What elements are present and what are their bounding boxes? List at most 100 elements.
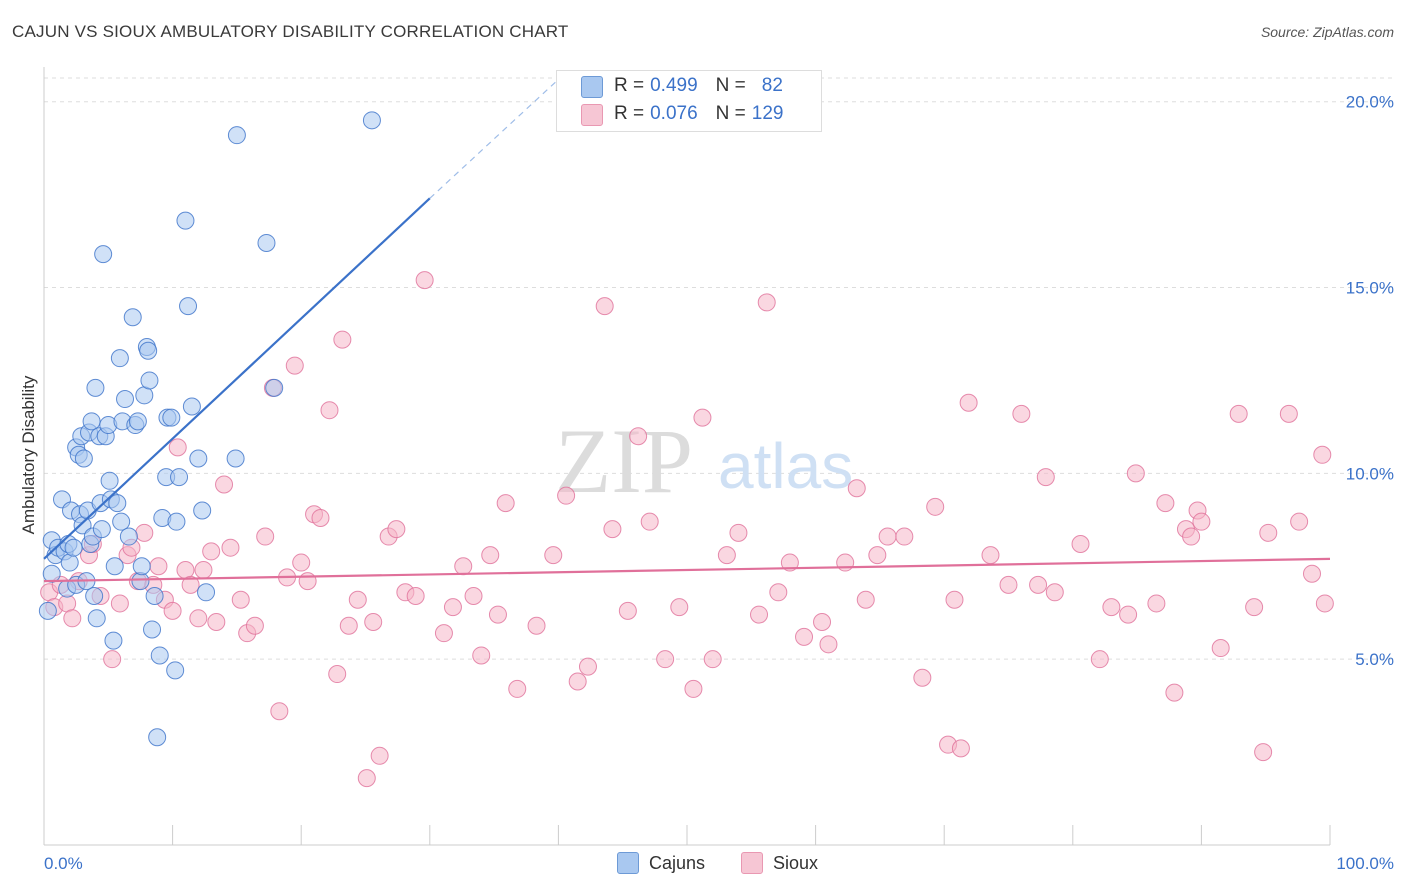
cajuns-point xyxy=(64,538,83,557)
n-label: N = xyxy=(715,103,746,124)
sioux-point xyxy=(454,557,473,576)
cajuns-point xyxy=(182,397,201,416)
sioux-point xyxy=(769,583,788,602)
cajuns-point xyxy=(197,583,216,602)
sioux-point xyxy=(270,702,289,721)
sioux-point xyxy=(847,479,866,498)
sioux-point xyxy=(215,475,234,494)
cajuns-point xyxy=(257,233,276,252)
sioux-point xyxy=(813,613,832,632)
sioux-point xyxy=(640,512,659,531)
cajuns-point xyxy=(362,111,381,130)
sioux-point xyxy=(135,523,154,542)
legend-item-sioux: Sioux xyxy=(741,852,818,874)
cajuns-point xyxy=(227,126,246,145)
cajuns-point xyxy=(167,512,186,531)
cajuns-point xyxy=(104,631,123,650)
sioux-swatch xyxy=(581,104,603,126)
sioux-point xyxy=(595,297,614,316)
sioux-point xyxy=(189,609,208,628)
sioux-point xyxy=(1290,512,1309,531)
sioux-trendline xyxy=(43,557,1331,583)
cajuns-point xyxy=(166,661,185,680)
sioux-point xyxy=(406,587,425,606)
sioux-point xyxy=(951,739,970,758)
sioux-point xyxy=(1229,404,1248,423)
cajuns-point xyxy=(86,378,105,397)
cajuns-point xyxy=(74,449,93,468)
cajuns-trendline-extension xyxy=(429,78,559,199)
sioux-point xyxy=(913,668,932,687)
cajuns-point xyxy=(226,449,245,468)
y-axis-label: Ambulatory Disability xyxy=(19,375,38,534)
sioux-point xyxy=(194,560,213,579)
cajuns-point xyxy=(162,408,181,427)
cajuns-point xyxy=(170,468,189,487)
sioux-point xyxy=(1071,534,1090,553)
sioux-point xyxy=(434,624,453,643)
cajuns-trendline xyxy=(43,197,431,560)
sioux-point xyxy=(508,679,527,698)
sioux-point xyxy=(999,575,1018,594)
sioux-point xyxy=(544,546,563,565)
cajuns-point xyxy=(82,412,101,431)
sioux-point xyxy=(1036,468,1055,487)
sioux-point xyxy=(945,590,964,609)
y-tick-label: 15.0% xyxy=(1346,279,1394,298)
sioux-point xyxy=(750,605,769,624)
sioux-point xyxy=(926,497,945,516)
sioux-point xyxy=(557,486,576,505)
cajuns-point xyxy=(265,378,284,397)
cajuns-point xyxy=(150,646,169,665)
sioux-point xyxy=(221,538,240,557)
cajuns-point xyxy=(193,501,212,520)
sioux-point xyxy=(311,508,330,527)
sioux-point xyxy=(496,494,515,513)
sioux-point xyxy=(481,546,500,565)
sioux-point xyxy=(1029,575,1048,594)
y-tick-label: 5.0% xyxy=(1355,650,1394,669)
cajuns-point xyxy=(176,211,195,230)
sioux-point xyxy=(780,553,799,572)
n-label: N = xyxy=(715,75,746,96)
x-tick-label-min: 0.0% xyxy=(44,854,83,873)
y-tick-label: 20.0% xyxy=(1346,93,1394,112)
legend-row-cajuns: R = 0.499 N = 82 xyxy=(581,74,783,98)
sioux-point xyxy=(878,527,897,546)
sioux-point xyxy=(1119,605,1138,624)
n-value: 129 xyxy=(751,103,784,124)
sioux-point xyxy=(488,605,507,624)
sioux-point xyxy=(959,393,978,412)
sioux-point xyxy=(757,293,776,312)
legend-row-sioux: R = 0.076 N = 129 xyxy=(581,102,784,126)
sioux-point xyxy=(856,590,875,609)
y-tick-label: 10.0% xyxy=(1346,464,1394,483)
sioux-point xyxy=(1315,594,1334,613)
cajuns-point xyxy=(112,512,131,531)
legend-label-cajuns: Cajuns xyxy=(649,852,706,873)
cajuns-point xyxy=(131,572,150,591)
sioux-point xyxy=(618,601,637,620)
chart-title: CAJUN VS SIOUX AMBULATORY DISABILITY COR… xyxy=(12,22,569,41)
n-value: 82 xyxy=(761,75,783,96)
sioux-point xyxy=(348,590,367,609)
sioux-point xyxy=(1090,650,1109,669)
sioux-point xyxy=(207,613,226,632)
sioux-point xyxy=(472,646,491,665)
sioux-point xyxy=(1254,743,1273,762)
cajuns-point xyxy=(108,494,127,513)
sioux-point xyxy=(1102,598,1121,617)
sioux-point xyxy=(202,542,221,561)
sioux-point xyxy=(656,650,675,669)
sioux-point xyxy=(1313,445,1332,464)
sioux-point xyxy=(819,635,838,654)
sioux-point xyxy=(568,672,587,691)
cajuns-point xyxy=(148,728,167,747)
cajuns-point xyxy=(119,527,138,546)
r-value: 0.076 xyxy=(650,103,698,124)
sioux-point xyxy=(339,616,358,635)
sioux-point xyxy=(1165,683,1184,702)
sioux-point xyxy=(63,609,82,628)
sioux-point xyxy=(1211,639,1230,658)
